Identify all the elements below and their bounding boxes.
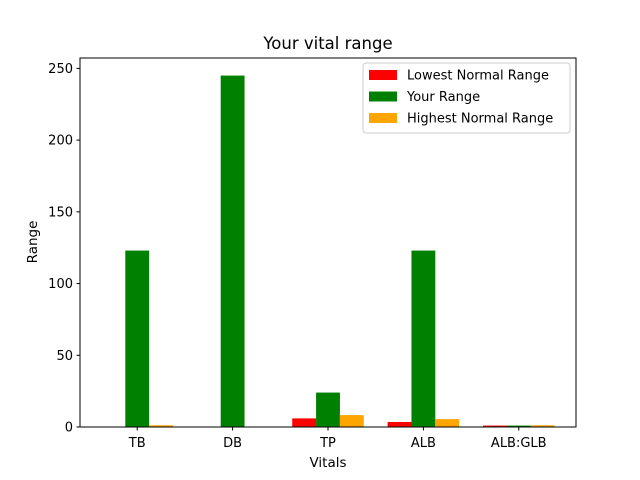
chart-title: Your vital range	[262, 34, 392, 53]
plot-frame	[79, 57, 577, 428]
bars-group	[101, 75, 555, 427]
y-tick-label: 150	[48, 205, 73, 220]
y-axis-label: Range	[25, 221, 41, 264]
bar-your-range-tb	[125, 250, 150, 427]
legend: Lowest Normal Range Your Range Highest Nor…	[362, 62, 571, 134]
bar-highest-normal-range-tb	[149, 425, 173, 427]
y-tick-label: 250	[48, 62, 73, 77]
bar-your-range-db	[220, 75, 245, 427]
legend-label: Lowest Normal Range	[407, 69, 549, 84]
legend-swatch	[369, 70, 397, 80]
legend-label: Highest Normal Range	[407, 112, 553, 127]
x-axis: TB DB TP ALB ALB:GLB	[128, 427, 547, 451]
y-tick-label: 100	[48, 277, 73, 292]
y-tick-label: 200	[48, 134, 73, 149]
x-tick-label: TP	[319, 436, 336, 451]
bar-your-range-alb	[411, 250, 436, 427]
bar-highest-normal-range-tp	[339, 415, 364, 427]
x-axis-label: Vitals	[309, 455, 346, 471]
legend-swatch	[369, 91, 397, 102]
x-tick-label: ALB	[411, 436, 436, 451]
x-tick-label: TB	[128, 436, 146, 451]
bar-highest-normal-range-alb-glb	[530, 425, 555, 427]
bar-lowest-normal-range-alb-glb	[483, 425, 507, 427]
y-axis: 0 50 100 150 200 250	[48, 62, 80, 436]
x-tick-label: DB	[223, 436, 242, 451]
bar-your-range-tp	[316, 392, 340, 427]
bar-highest-normal-range-alb	[435, 419, 460, 427]
y-tick-label: 0	[65, 421, 73, 436]
bar-lowest-normal-range-alb	[387, 421, 412, 427]
y-tick-label: 50	[56, 349, 73, 364]
legend-swatch	[369, 113, 397, 123]
legend-frame	[362, 62, 571, 134]
bar-your-range-alb-glb	[506, 425, 531, 427]
legend-label: Your Range	[406, 90, 480, 105]
bar-lowest-normal-range-tp	[292, 418, 317, 427]
x-tick-label: ALB:GLB	[491, 436, 547, 451]
